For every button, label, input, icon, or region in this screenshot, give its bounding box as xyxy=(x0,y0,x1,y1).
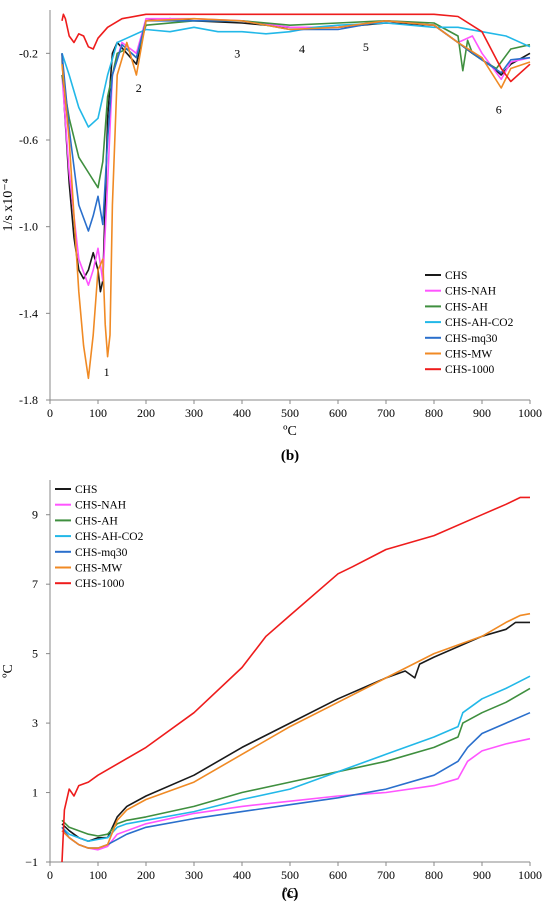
legend-entry-label: CHS-AH xyxy=(75,515,118,527)
y-tick-label: 7 xyxy=(32,577,38,591)
legend-entry-label: CHS-NAH xyxy=(445,286,496,298)
x-axis-title: ºC xyxy=(283,886,297,901)
series-line-chs-ah-co2 xyxy=(61,22,531,128)
y-tick-label: -1.0 xyxy=(19,220,38,234)
legend-entry-label: CHS-MW xyxy=(75,563,122,575)
x-tick-label: 600 xyxy=(329,868,347,882)
panel-label: (c) xyxy=(282,886,299,902)
legend-entry-label: CHS-mq30 xyxy=(75,547,128,559)
panel-label: (b) xyxy=(281,448,299,464)
legend-entry-label: CHS xyxy=(445,270,467,282)
x-tick-label: 700 xyxy=(377,868,395,882)
x-tick-label: 600 xyxy=(329,406,347,420)
y-tick-label: 1 xyxy=(32,786,38,800)
x-tick-label: 800 xyxy=(425,406,443,420)
x-tick-label: 700 xyxy=(377,406,395,420)
x-tick-label: 900 xyxy=(473,406,491,420)
legend-entry-label: CHS-1000 xyxy=(445,364,494,376)
peak-annotation: 4 xyxy=(299,42,305,56)
peak-annotation: 1 xyxy=(104,365,110,379)
y-axis-title: 1/s x10⁻⁴ xyxy=(1,178,16,231)
legend-entry-label: CHS xyxy=(75,484,97,496)
x-tick-label: 100 xyxy=(89,868,107,882)
x-tick-label: 1000 xyxy=(518,406,542,420)
x-tick-label: 0 xyxy=(47,406,53,420)
peak-annotation: 2 xyxy=(136,81,142,95)
legend-entry-label: CHS-AH-CO2 xyxy=(445,317,514,329)
series-line-chs-nah xyxy=(61,17,531,287)
series-line-chs-ah-co2 xyxy=(61,675,531,843)
peak-annotation: 3 xyxy=(234,46,240,60)
y-axis-title: ºC xyxy=(1,664,16,678)
series-line-chs-1000 xyxy=(61,496,530,863)
x-tick-label: 300 xyxy=(185,406,203,420)
x-tick-label: 500 xyxy=(281,868,299,882)
x-tick-label: 200 xyxy=(137,406,155,420)
legend-entry-label: CHS-NAH xyxy=(75,500,126,512)
y-tick-label: -1.8 xyxy=(19,393,38,407)
legend-entry-label: CHS-AH-CO2 xyxy=(75,531,144,543)
legend-entry-label: CHS-mq30 xyxy=(445,333,498,345)
x-tick-label: 1000 xyxy=(518,868,542,882)
series-line-chs-1000 xyxy=(61,13,531,83)
x-tick-label: 400 xyxy=(233,406,251,420)
x-tick-label: 100 xyxy=(89,406,107,420)
x-tick-label: 800 xyxy=(425,868,443,882)
y-tick-label: −1 xyxy=(25,855,38,869)
series-line-chs-mw xyxy=(61,612,531,849)
y-tick-label: -0.2 xyxy=(19,46,38,60)
legend-entry-label: CHS-1000 xyxy=(75,578,124,590)
x-tick-label: 300 xyxy=(185,868,203,882)
x-tick-label: 0 xyxy=(47,868,53,882)
y-tick-label: -0.6 xyxy=(19,133,38,147)
series-line-chs-mw xyxy=(61,17,531,380)
x-axis-title: ºC xyxy=(283,424,297,439)
y-tick-label: -1.4 xyxy=(19,306,38,320)
peak-annotation: 5 xyxy=(363,40,369,54)
legend-entry-label: CHS-MW xyxy=(445,349,492,361)
x-tick-label: 900 xyxy=(473,868,491,882)
x-tick-label: 500 xyxy=(281,406,299,420)
chart-panel-b: 0 100 200 300 400 500 600 700 800 900 1000 -0.2 -0.6… xyxy=(1,10,542,464)
x-tick-label: 400 xyxy=(233,868,251,882)
series-line-chs-ah xyxy=(61,19,531,189)
x-tick-label: 200 xyxy=(137,868,155,882)
y-tick-label: 5 xyxy=(32,647,38,661)
peak-annotation: 6 xyxy=(496,103,502,117)
series-line-chs xyxy=(61,621,530,843)
y-tick-label: 3 xyxy=(32,716,38,730)
y-tick-label: 9 xyxy=(32,508,38,522)
series-line-chs-ah xyxy=(61,687,531,837)
legend-entry-label: CHS-AH xyxy=(445,301,488,313)
chart-panel-c: 0 100 200 300 400 500 600 700 800 900 1000 −1 1 3 5 7 9 º… xyxy=(1,480,542,902)
